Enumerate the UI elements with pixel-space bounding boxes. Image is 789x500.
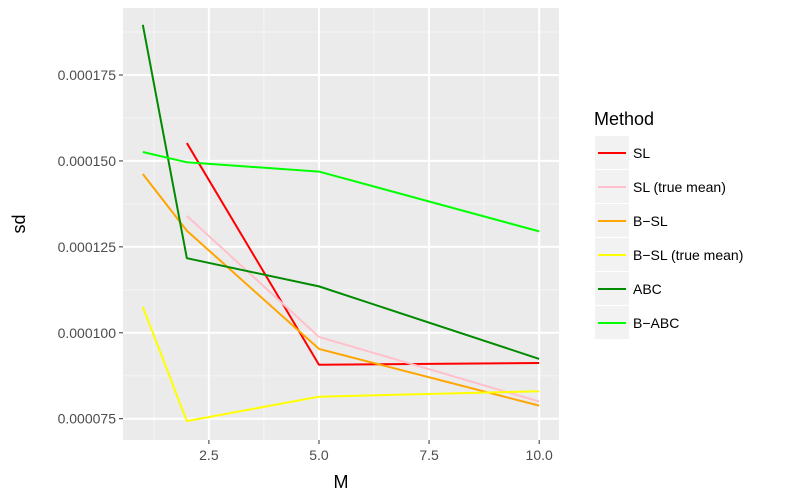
series-line-1 <box>186 215 540 403</box>
legend-label-1: SL (true mean) <box>633 179 726 195</box>
legend-label-0: SL <box>633 145 650 161</box>
series-line-3 <box>141 306 540 423</box>
legend-label-5: B−ABC <box>633 315 679 331</box>
legend: Method SL SL (true mean) B−SL B−SL (true me… <box>594 109 743 339</box>
y-tick-label: 0.000150 <box>58 153 117 169</box>
x-tick-label: 7.5 <box>419 447 439 463</box>
series-line-2 <box>142 173 540 407</box>
x-axis: 2.5 5.0 7.5 10.0 <box>199 440 553 463</box>
legend-title: Method <box>594 109 654 129</box>
y-axis-title: sd <box>9 214 29 233</box>
series-line-4 <box>141 24 540 360</box>
minor-gridlines <box>123 8 559 440</box>
x-tick-label: 2.5 <box>199 447 219 463</box>
y-tick-label: 0.000175 <box>58 67 117 83</box>
series-line-5 <box>142 151 540 233</box>
x-tick-label: 5.0 <box>309 447 329 463</box>
legend-label-3: B−SL (true mean) <box>633 247 743 263</box>
series-lines <box>141 24 540 423</box>
x-tick-label: 10.0 <box>526 447 553 463</box>
x-axis-title: M <box>334 472 349 492</box>
legend-label-4: ABC <box>633 281 662 297</box>
plot-panel <box>123 8 559 440</box>
y-tick-label: 0.000075 <box>58 411 117 427</box>
y-axis: 0.000075 0.000100 0.000125 0.000150 0.000175 <box>58 67 123 427</box>
y-tick-label: 0.000100 <box>58 325 117 341</box>
major-gridlines <box>123 8 559 440</box>
legend-label-2: B−SL <box>633 213 668 229</box>
series-line-0 <box>186 142 540 366</box>
y-tick-label: 0.000125 <box>58 239 117 255</box>
